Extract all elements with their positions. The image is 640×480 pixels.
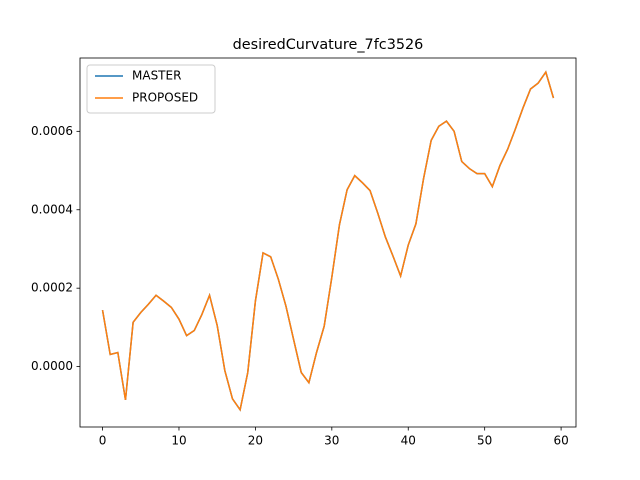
x-tick-label: 10 (171, 434, 186, 448)
y-tick-label: 0.0000 (31, 359, 73, 373)
plot-frame (79, 57, 577, 428)
x-tick-label: 60 (553, 434, 568, 448)
legend-label: PROPOSED (132, 91, 198, 105)
x-tick-label: 20 (248, 434, 263, 448)
y-tick-label: 0.0006 (31, 124, 73, 138)
y-tick-label: 0.0002 (31, 281, 73, 295)
chart-title: desiredCurvature_7fc3526 (233, 37, 424, 53)
line-series (101, 70, 555, 412)
x-tick-label: 50 (477, 434, 492, 448)
x-tick-label: 30 (324, 434, 339, 448)
legend-label: MASTER (132, 69, 181, 83)
legend-box (86, 64, 216, 114)
y-tick-label: 0.0004 (31, 202, 73, 216)
x-tick-label: 0 (99, 434, 107, 448)
x-tick-label: 40 (401, 434, 416, 448)
